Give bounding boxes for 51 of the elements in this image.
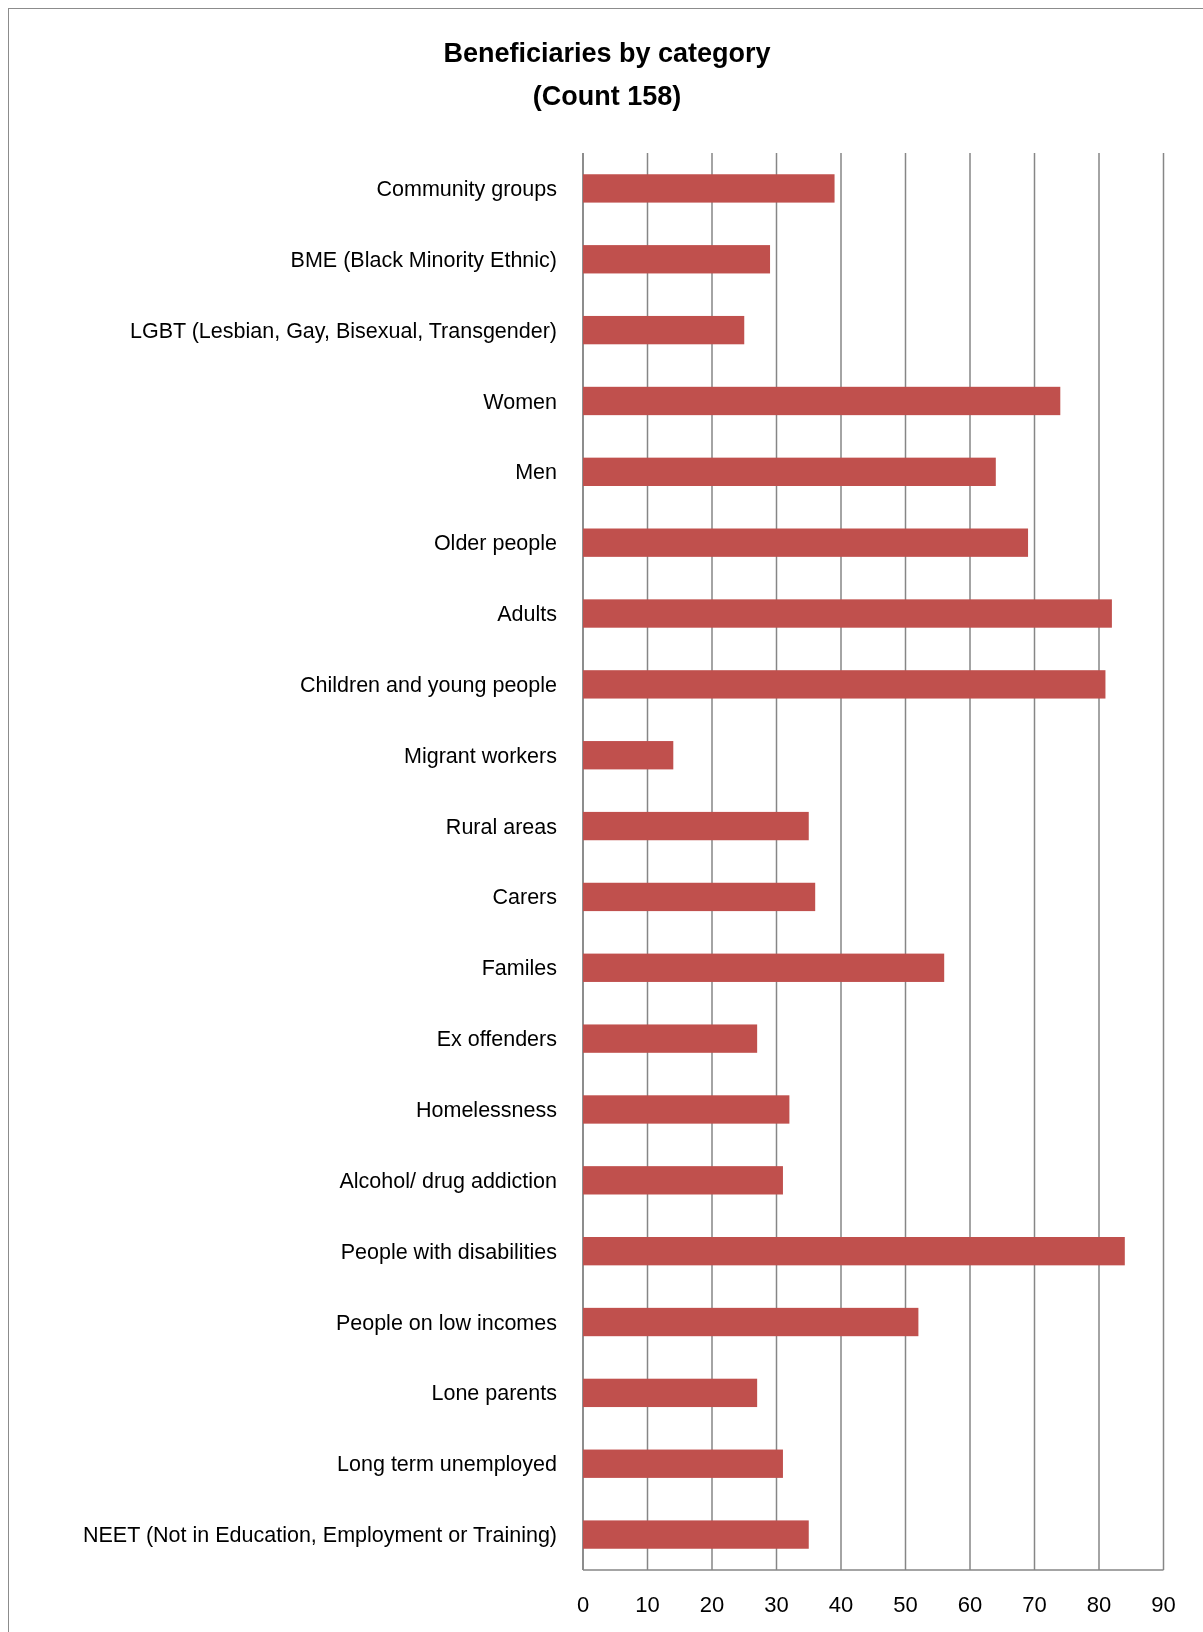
y-tick-label: Alcohol/ drug addiction <box>339 1168 557 1193</box>
x-tick-label: 50 <box>893 1592 918 1617</box>
bar <box>583 882 816 912</box>
bar <box>583 1237 1125 1266</box>
bar <box>583 174 835 203</box>
x-tick-label: 40 <box>828 1592 854 1617</box>
bar <box>583 528 1029 557</box>
bar <box>583 386 1061 416</box>
x-tick-label: 80 <box>1086 1592 1112 1617</box>
bar <box>583 670 1106 699</box>
y-tick-label: Men <box>515 460 557 485</box>
bar <box>583 1378 758 1408</box>
x-tick-label: 10 <box>635 1592 660 1617</box>
chart-title: Beneficiaries by category (Count 158) <box>443 38 771 111</box>
bar <box>583 599 1112 628</box>
y-tick-label: People with disabilities <box>340 1239 557 1264</box>
x-tick-label: 0 <box>576 1592 590 1617</box>
bar <box>583 1449 783 1478</box>
x-tick-label: 20 <box>699 1592 725 1617</box>
x-tick-label: 70 <box>1022 1592 1047 1617</box>
y-tick-label: Community groups <box>376 176 557 201</box>
y-tick-label: Children and young people <box>299 672 557 697</box>
y-tick-label: Ex offenders <box>436 1027 557 1052</box>
bar <box>583 315 745 345</box>
bar <box>583 1024 758 1053</box>
bar <box>583 1166 783 1195</box>
y-tick-label: Older people <box>433 531 557 556</box>
y-tick-label: Long term unemployed <box>337 1452 557 1477</box>
y-tick-label: People on low incomes <box>335 1310 557 1335</box>
y-tick-label: Women <box>483 389 557 414</box>
x-tick-label: 90 <box>1151 1592 1176 1617</box>
y-tick-label: Carers <box>492 885 557 910</box>
bar <box>583 1307 919 1337</box>
y-tick-label: Lone parents <box>431 1381 557 1406</box>
bar <box>583 1520 809 1549</box>
bar <box>583 741 674 770</box>
bar <box>583 457 996 486</box>
x-tick-label: 60 <box>957 1592 983 1617</box>
y-tick-label: Migrant workers <box>404 743 557 768</box>
y-tick-label: Familes <box>481 956 557 981</box>
bar <box>583 1095 790 1124</box>
x-tick-label: 30 <box>764 1592 789 1617</box>
y-tick-label: LGBT (Lesbian, Gay, Bisexual, Transgender) <box>129 318 557 343</box>
bar <box>583 245 771 274</box>
bar <box>583 953 945 982</box>
y-tick-label: Rural areas <box>445 814 557 839</box>
y-tick-label: BME (Black Minority Ethnic) <box>290 247 557 272</box>
y-tick-label: NEET (Not in Education, Employment or Training) <box>83 1523 557 1548</box>
y-tick-label: Homelessness <box>416 1098 557 1122</box>
y-tick-label: Adults <box>497 602 557 627</box>
bar <box>583 811 809 841</box>
